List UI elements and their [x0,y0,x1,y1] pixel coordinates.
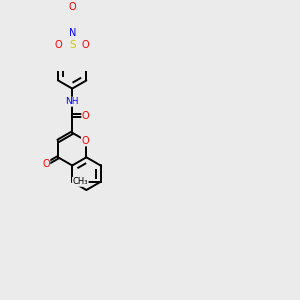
Text: O: O [82,40,90,50]
Text: O: O [68,2,76,13]
Text: O: O [55,40,62,50]
Text: N: N [68,28,76,38]
Text: O: O [42,159,50,169]
Text: CH₃: CH₃ [73,177,88,186]
Text: O: O [82,111,90,121]
Text: N: N [68,28,76,38]
Text: O: O [81,136,89,146]
Text: NH: NH [65,97,79,106]
Text: S: S [69,40,76,50]
